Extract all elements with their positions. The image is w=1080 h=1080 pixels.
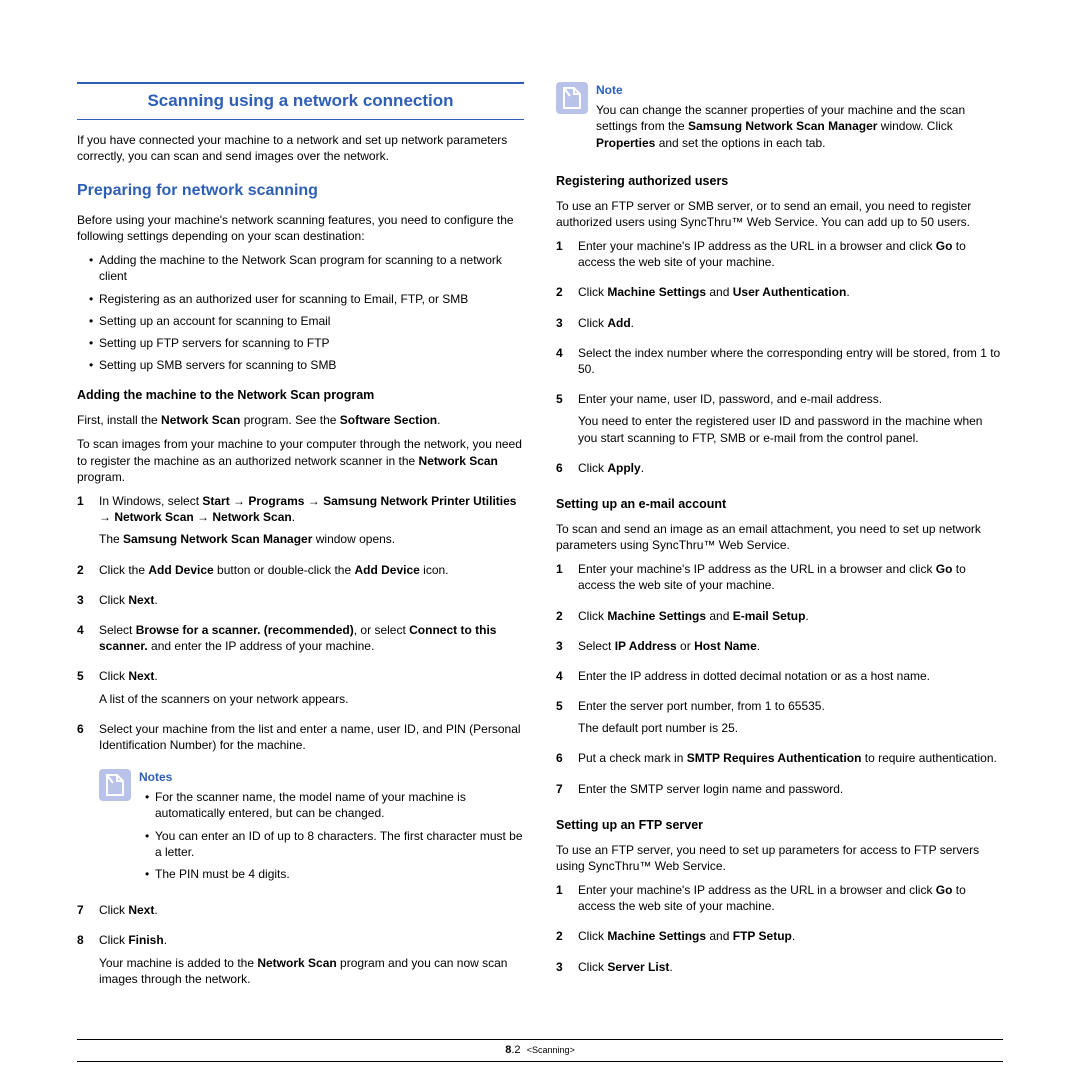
note-box-top: Note You can change the scanner properti… xyxy=(556,82,1003,159)
step-3: 3Click Server List. xyxy=(556,959,1003,981)
note-icon xyxy=(556,82,588,114)
step-1: 1Enter your machine's IP address as the … xyxy=(556,238,1003,276)
reg-intro: To use an FTP server or SMB server, or t… xyxy=(556,198,1003,230)
list-item: Setting up FTP servers for scanning to F… xyxy=(89,335,524,351)
ftp-intro: To use an FTP server, you need to set up… xyxy=(556,842,1003,874)
heading-preparing: Preparing for network scanning xyxy=(77,180,524,202)
notes-title: Notes xyxy=(139,769,524,785)
heading-email: Setting up an e-mail account xyxy=(556,496,1003,513)
note-text: You can change the scanner properties of… xyxy=(596,102,1003,151)
step-6: 6Click Apply. xyxy=(556,460,1003,482)
footer-label: <Scanning> xyxy=(527,1045,575,1055)
step-6: 6Select your machine from the list and e… xyxy=(77,721,524,759)
heading-ftp: Setting up an FTP server xyxy=(556,817,1003,834)
step-2: 2Click Machine Settings and FTP Setup. xyxy=(556,928,1003,950)
step-1: 1Enter your machine's IP address as the … xyxy=(556,882,1003,920)
step-2: 2Click Machine Settings and User Authent… xyxy=(556,284,1003,306)
list-item: You can enter an ID of up to 8 character… xyxy=(145,828,524,860)
step-5: 5Click Next.A list of the scanners on yo… xyxy=(77,668,524,712)
add-intro-1: First, install the Network Scan program.… xyxy=(77,412,524,428)
prep-list: Adding the machine to the Network Scan p… xyxy=(77,252,524,373)
list-item: For the scanner name, the model name of … xyxy=(145,789,524,821)
prep-intro: Before using your machine's network scan… xyxy=(77,212,524,244)
list-item: Adding the machine to the Network Scan p… xyxy=(89,252,524,284)
step-8: 8 Click Finish. Your machine is added to… xyxy=(77,932,524,993)
step-2: 2Click Machine Settings and E-mail Setup… xyxy=(556,608,1003,630)
step-2: 2Click the Add Device button or double-c… xyxy=(77,562,524,584)
step-4: 4Enter the IP address in dotted decimal … xyxy=(556,668,1003,690)
step-6: 6Put a check mark in SMTP Requires Authe… xyxy=(556,750,1003,772)
add-steps: 1 In Windows, select Start → Programs → … xyxy=(77,493,524,759)
list-item: Registering as an authorized user for sc… xyxy=(89,291,524,307)
section-title: Scanning using a network connection xyxy=(77,82,524,120)
notes-box: Notes For the scanner name, the model na… xyxy=(99,769,524,892)
step-4: 4Select the index number where the corre… xyxy=(556,345,1003,383)
page-body: Scanning using a network connection If y… xyxy=(77,82,1003,996)
step-3: 3Click Add. xyxy=(556,315,1003,337)
list-item: The PIN must be 4 digits. xyxy=(145,866,524,882)
email-intro: To scan and send an image as an email at… xyxy=(556,521,1003,553)
heading-register-users: Registering authorized users xyxy=(556,173,1003,190)
intro-text: If you have connected your machine to a … xyxy=(77,132,524,164)
step-7: 7Enter the SMTP server login name and pa… xyxy=(556,781,1003,803)
step-1: 1Enter your machine's IP address as the … xyxy=(556,561,1003,599)
step-5: 5Enter your name, user ID, password, and… xyxy=(556,391,1003,452)
step-3: 3Click Next. xyxy=(77,592,524,614)
reg-steps: 1Enter your machine's IP address as the … xyxy=(556,238,1003,482)
note-title: Note xyxy=(596,82,1003,98)
ftp-steps: 1Enter your machine's IP address as the … xyxy=(556,882,1003,981)
list-item: Setting up an account for scanning to Em… xyxy=(89,313,524,329)
add-intro-2: To scan images from your machine to your… xyxy=(77,436,524,485)
step-3: 3Select IP Address or Host Name. xyxy=(556,638,1003,660)
email-steps: 1Enter your machine's IP address as the … xyxy=(556,561,1003,803)
page-footer: 8.2 <Scanning> xyxy=(77,1039,1003,1062)
note-icon xyxy=(99,769,131,801)
add-steps-cont: 7Click Next. 8 Click Finish. Your machin… xyxy=(77,902,524,993)
step-4: 4Select Browse for a scanner. (recommend… xyxy=(77,622,524,660)
list-item: Setting up SMB servers for scanning to S… xyxy=(89,357,524,373)
step-5: 5Enter the server port number, from 1 to… xyxy=(556,698,1003,742)
step-1: 1 In Windows, select Start → Programs → … xyxy=(77,493,524,554)
heading-add-machine: Adding the machine to the Network Scan p… xyxy=(77,387,524,404)
step-7: 7Click Next. xyxy=(77,902,524,924)
